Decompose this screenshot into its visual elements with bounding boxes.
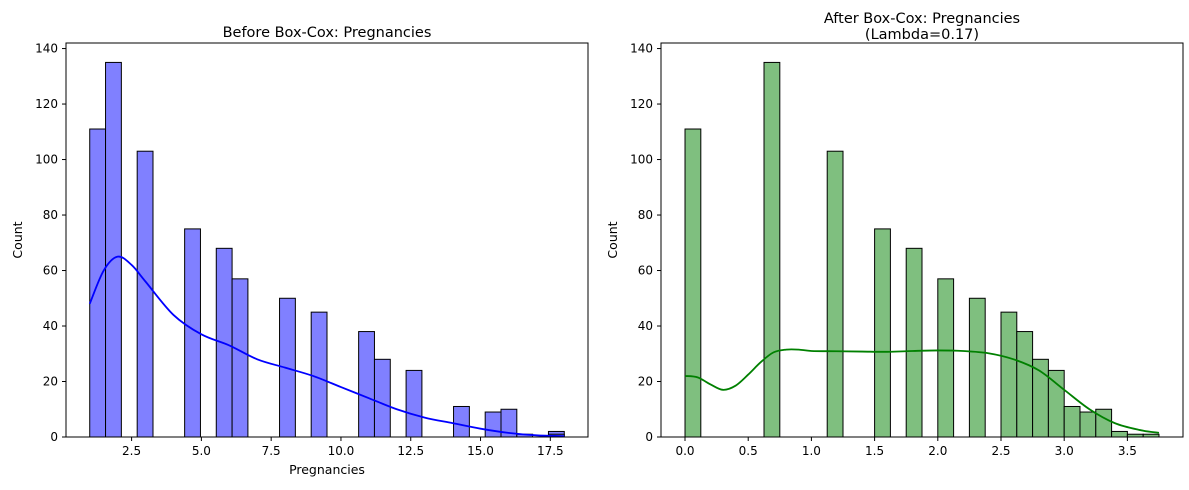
kde-line bbox=[88, 255, 565, 438]
histogram-bar bbox=[1016, 331, 1034, 438]
x-tick-label: 0.0 bbox=[675, 444, 694, 458]
x-tick-label: 12.5 bbox=[397, 444, 424, 458]
y-tick-label: 40 bbox=[638, 319, 653, 333]
chart-title: Before Box-Cox: Pregnancies bbox=[223, 25, 432, 41]
y-tick-label: 80 bbox=[638, 208, 653, 222]
x-tick-label: 7.5 bbox=[262, 444, 281, 458]
chart-title: After Box-Cox: Pregnancies bbox=[824, 11, 1020, 27]
histogram-bar bbox=[874, 228, 891, 438]
y-tick-label: 0 bbox=[645, 430, 653, 444]
histogram-bar bbox=[1079, 411, 1097, 438]
y-tick-label: 20 bbox=[638, 375, 653, 389]
histogram-bar bbox=[1111, 430, 1128, 438]
x-tick-label: 1.0 bbox=[802, 444, 821, 458]
chart-before-boxcox: 2.5 5.0 7.5 10.0 12.5 15.0 17.5 0 20 40 60 80 100 120… bbox=[10, 25, 589, 477]
y-tick-label: 140 bbox=[35, 42, 58, 56]
histogram-bar bbox=[1095, 408, 1113, 438]
kde-line bbox=[684, 348, 1160, 434]
histogram-bar bbox=[763, 61, 781, 438]
chart-subtitle: (Lambda=0.17) bbox=[865, 27, 979, 43]
histogram-bar bbox=[905, 247, 923, 438]
y-tick-label: 40 bbox=[43, 319, 58, 333]
histogram-bar bbox=[231, 278, 249, 438]
histogram-bar bbox=[310, 311, 328, 438]
x-tick-label: 15.0 bbox=[467, 444, 494, 458]
histogram-bar bbox=[405, 369, 423, 438]
x-tick-label: 3.5 bbox=[1118, 444, 1137, 458]
histogram-bar bbox=[937, 278, 955, 438]
histogram-bar bbox=[453, 405, 470, 438]
y-tick-label: 60 bbox=[638, 264, 653, 278]
histogram-bar bbox=[684, 128, 702, 438]
x-tick-label: 5.0 bbox=[192, 444, 211, 458]
x-tick-label: 2.5 bbox=[991, 444, 1010, 458]
plot-frame bbox=[660, 42, 1184, 438]
histogram-bar bbox=[1000, 311, 1018, 438]
x-axis-label: Pregnancies bbox=[289, 462, 365, 477]
x-tick-label: 0.5 bbox=[739, 444, 758, 458]
histogram-bar bbox=[826, 150, 844, 438]
y-tick-label: 0 bbox=[50, 430, 58, 444]
histogram-bar bbox=[358, 331, 375, 438]
y-tick-label: 100 bbox=[35, 153, 58, 167]
histogram-bar bbox=[968, 297, 986, 438]
y-tick-label: 80 bbox=[43, 208, 58, 222]
x-tick-label: 17.5 bbox=[537, 444, 564, 458]
plot-frame bbox=[65, 42, 589, 438]
y-axis-label: Count bbox=[605, 221, 620, 258]
histogram-bar bbox=[484, 411, 502, 438]
x-tick-label: 2.5 bbox=[122, 444, 141, 458]
histogram-bar bbox=[373, 358, 391, 438]
x-tick-label: 3.0 bbox=[1055, 444, 1074, 458]
x-tick-label: 10.0 bbox=[328, 444, 355, 458]
x-tick-label: 2.0 bbox=[928, 444, 947, 458]
y-tick-label: 120 bbox=[35, 97, 58, 111]
histogram-bar bbox=[1063, 405, 1081, 438]
chart-after-boxcox: 0.0 0.5 1.0 1.5 2.0 2.5 3.0 3.5 0 20 40 60 80 100 120 1… bbox=[605, 11, 1184, 458]
x-tick-label: 1.5 bbox=[865, 444, 884, 458]
histogram-bar bbox=[136, 150, 154, 438]
y-tick-label: 60 bbox=[43, 264, 58, 278]
histogram-bar bbox=[105, 61, 122, 438]
y-axis-label: Count bbox=[10, 221, 25, 258]
y-tick-label: 140 bbox=[630, 42, 653, 56]
y-tick-label: 120 bbox=[630, 97, 653, 111]
histogram-bar bbox=[1047, 369, 1065, 438]
y-tick-label: 20 bbox=[43, 375, 58, 389]
y-tick-label: 100 bbox=[630, 153, 653, 167]
